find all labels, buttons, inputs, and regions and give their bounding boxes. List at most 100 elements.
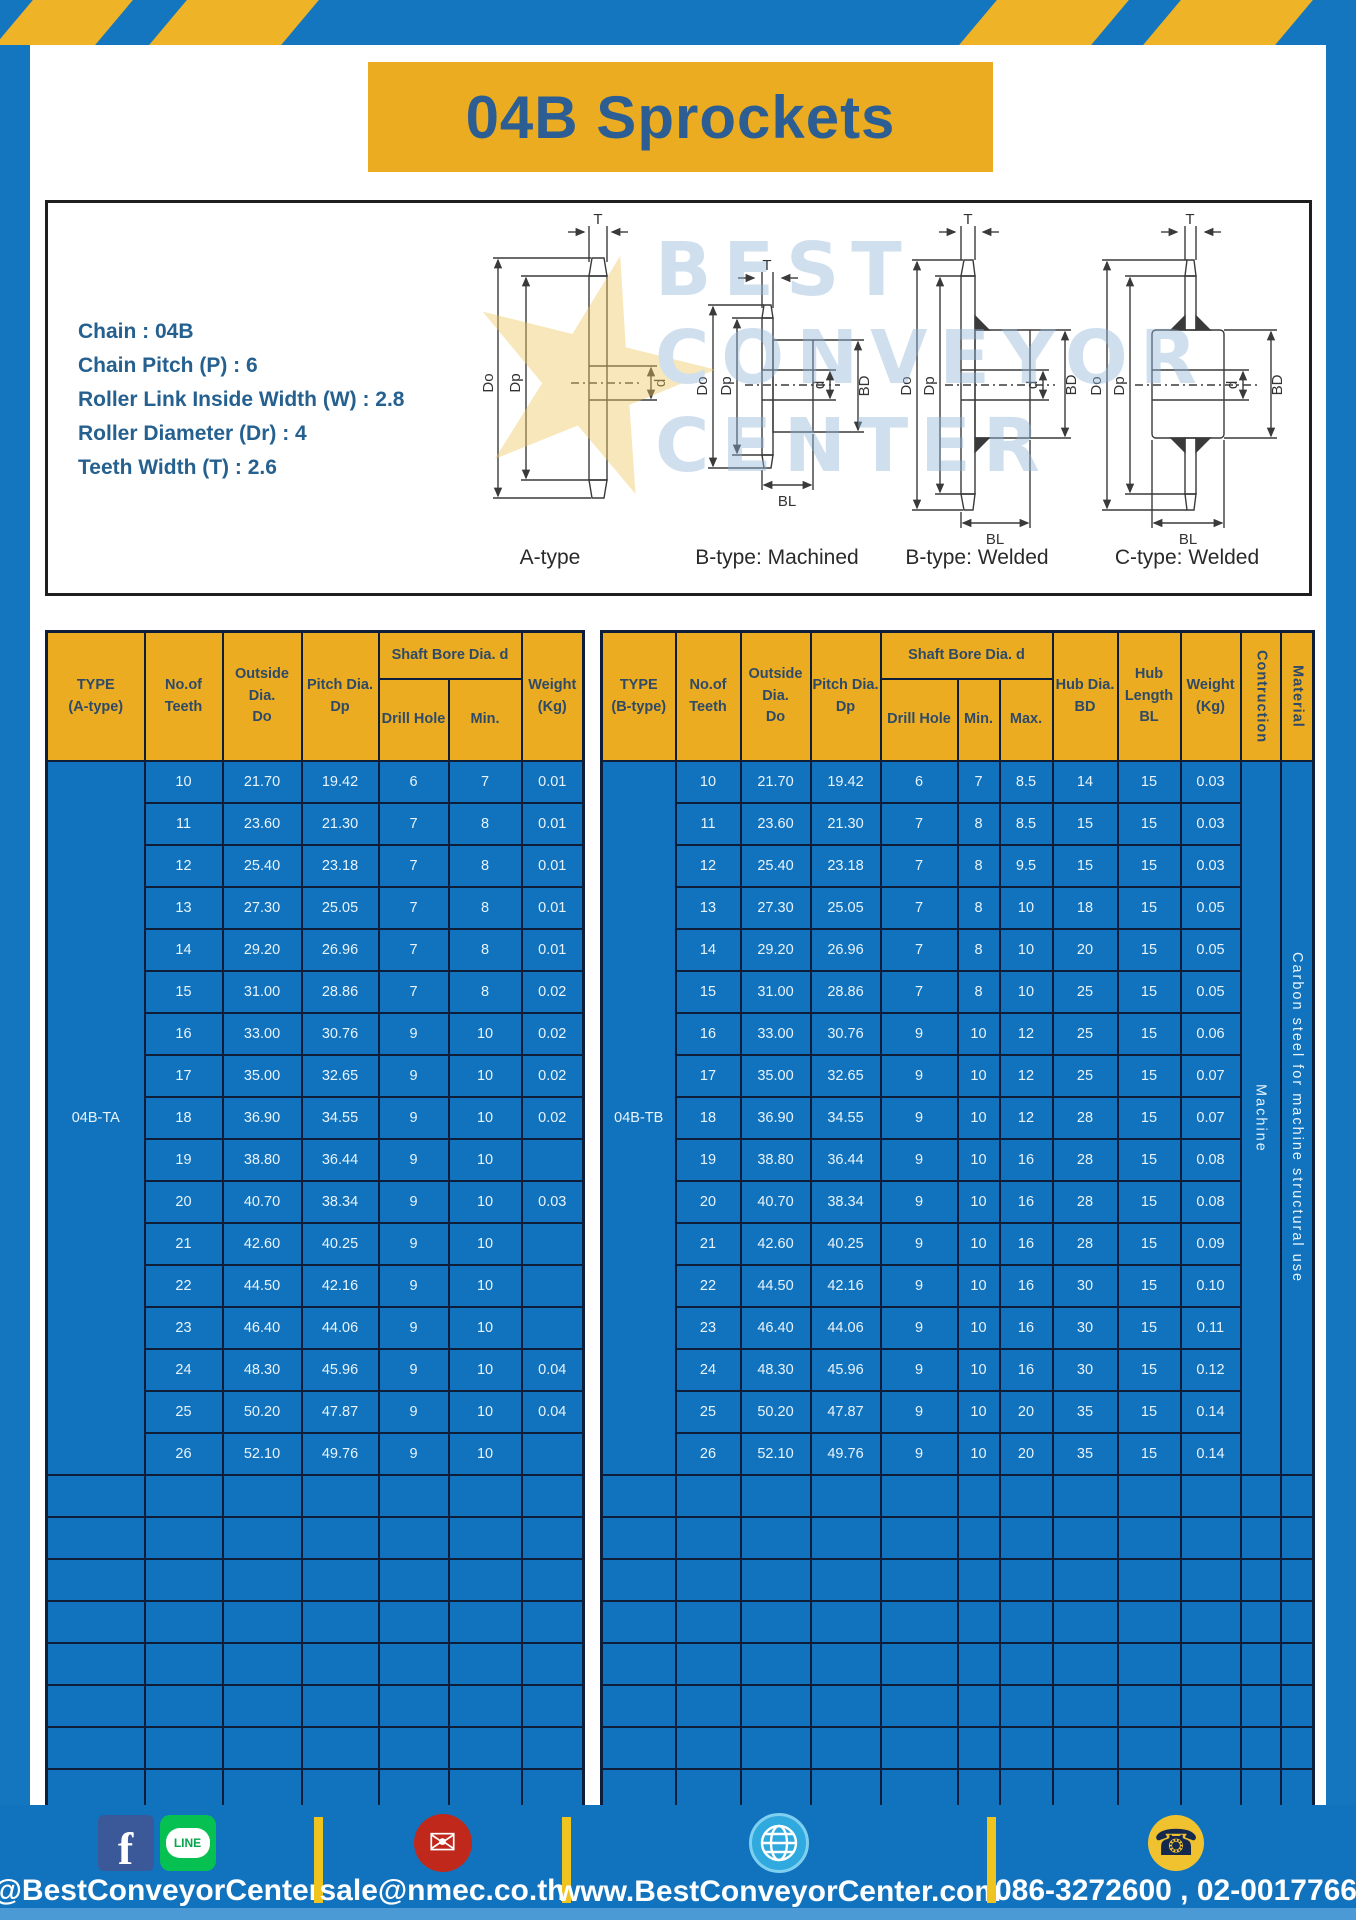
empty-cell [1051,1600,1119,1644]
data-cell: 23.18 [809,844,882,888]
empty-cell [221,1726,303,1770]
data-cell: 35 [1051,1390,1119,1434]
data-cell: 15 [1116,1096,1182,1140]
empty-cell [377,1600,450,1644]
data-cell [520,1222,585,1266]
data-cell: 10 [447,1012,523,1056]
data-cell: 9 [879,1012,959,1056]
data-cell: 20 [1051,928,1119,972]
data-cell: 32.65 [300,1054,380,1098]
data-cell: 0.08 [1179,1138,1242,1182]
data-cell: 0.09 [1179,1222,1242,1266]
empty-cell [956,1726,1001,1770]
data-cell: 34.55 [300,1096,380,1140]
data-cell: 9 [879,1180,959,1224]
data-cell: 44.06 [300,1306,380,1350]
data-cell: 19.42 [300,760,380,804]
empty-cell [1179,1600,1242,1644]
dim-label-d: d [1224,381,1241,389]
empty-cell [143,1684,224,1728]
header-construction: Contruction [1239,630,1282,762]
caption-a-type: A-type [519,546,581,569]
header-weight: Weight (Kg) [1179,630,1242,762]
data-cell: 24 [143,1348,224,1392]
dim-label-t: T [1185,212,1194,228]
data-cell: 0.06 [1179,1012,1242,1056]
data-cell: 35.00 [739,1054,812,1098]
data-cell: 48.30 [221,1348,303,1392]
data-cell: 30.76 [809,1012,882,1056]
data-cell: 15 [1116,1432,1182,1476]
email-address: sale@nmec.co.th [319,1874,566,1907]
data-cell: 0.04 [520,1348,585,1392]
data-cell: 9 [879,1054,959,1098]
data-cell: 21.30 [809,802,882,846]
data-cell: 9 [377,1012,450,1056]
data-cell: 25.05 [809,886,882,930]
data-cell: 13 [143,886,224,930]
stripe-decoration [959,0,1129,45]
data-cell: 6 [879,760,959,804]
data-cell: 9 [377,1348,450,1392]
data-cell: 0.14 [1179,1390,1242,1434]
dim-label-dp: Dp [921,376,938,395]
top-stripe-band [0,0,1356,45]
data-cell: 22 [143,1264,224,1308]
data-cell: 15 [1116,1012,1182,1056]
data-cell: 7 [879,970,959,1014]
data-cell: 50.20 [221,1390,303,1434]
empty-cell [1239,1474,1282,1518]
data-cell: 25 [674,1390,742,1434]
empty-cell [956,1600,1001,1644]
empty-cell [1279,1516,1315,1560]
data-cell: 15 [1116,1348,1182,1392]
data-cell: 25 [1051,1054,1119,1098]
data-cell: 17 [674,1054,742,1098]
data-cell: 15 [674,970,742,1014]
data-cell: 30 [1051,1306,1119,1350]
data-cell: 35 [1051,1432,1119,1476]
empty-cell [1051,1684,1119,1728]
data-cell: 49.76 [300,1432,380,1476]
header-type: TYPE (B-type) [600,630,677,762]
data-cell: 10 [956,1390,1001,1434]
data-cell: 10 [447,1306,523,1350]
data-cell: 7 [377,802,450,846]
empty-cell [520,1516,585,1560]
dim-label-dp: Dp [718,376,735,395]
header-shaft-bore: Shaft Bore Dia. d [879,630,1054,680]
dim-label-bd: BD [1063,374,1080,395]
data-cell: 8 [447,802,523,846]
empty-cell [1051,1474,1119,1518]
empty-cell [674,1726,742,1770]
data-cell: 32.65 [809,1054,882,1098]
empty-cell [1116,1474,1182,1518]
data-cell: 16 [998,1306,1054,1350]
empty-cell [674,1600,742,1644]
stripe-decoration [1143,0,1313,45]
data-cell: 15 [1116,1054,1182,1098]
data-cell: 15 [1116,844,1182,888]
data-cell: 0.11 [1179,1306,1242,1350]
empty-cell [45,1558,146,1602]
header-pitch-dia: Pitch Dia. Dp [300,630,380,762]
footer-contact-bar: f LINE @BestConveyorCenter ✉ sale@nmec.c… [0,1805,1356,1920]
empty-cell [809,1558,882,1602]
empty-cell [600,1558,677,1602]
empty-cell [1179,1474,1242,1518]
data-cell: 24 [674,1348,742,1392]
data-cell: 22 [674,1264,742,1308]
data-cell: 0.03 [1179,844,1242,888]
header-min: Min. [956,678,1001,762]
data-cell: 47.87 [809,1390,882,1434]
footer-social-section: f LINE @BestConveyorCenter [0,1805,320,1908]
data-cell: 0.02 [520,970,585,1014]
empty-cell [1051,1516,1119,1560]
empty-cell [447,1558,523,1602]
footer-edge-strip [0,1908,1356,1920]
empty-cell [1279,1600,1315,1644]
empty-cell [809,1684,882,1728]
data-cell: 10 [447,1054,523,1098]
data-cell: 23 [674,1306,742,1350]
empty-cell [143,1516,224,1560]
